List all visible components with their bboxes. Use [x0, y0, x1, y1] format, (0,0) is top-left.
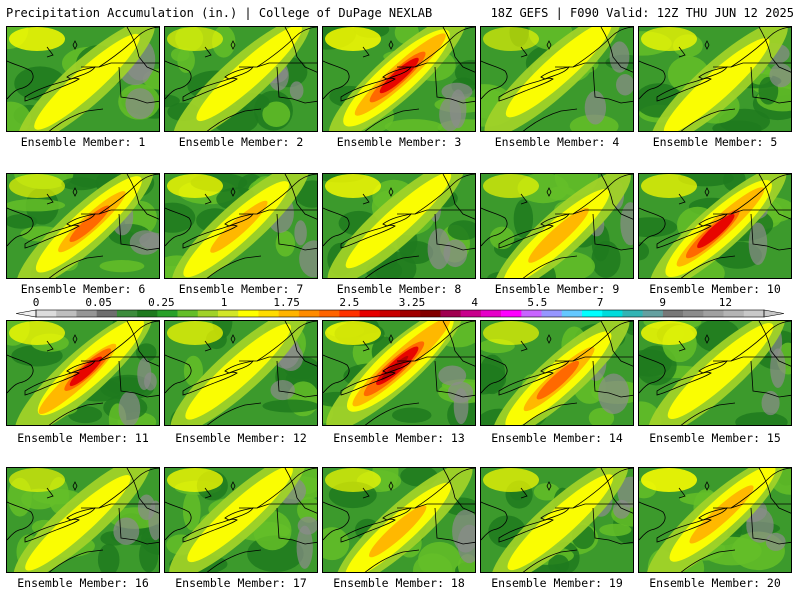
colorbar-tick-label: 1: [221, 296, 228, 309]
colorbar-swatch: [683, 310, 704, 317]
ensemble-member-label: Ensemble Member: 17: [175, 576, 307, 590]
ensemble-member-label: Ensemble Member: 15: [649, 431, 781, 445]
ensemble-member-map: [164, 173, 318, 279]
ensemble-member-map: [322, 467, 476, 573]
colorbar-swatch: [622, 310, 643, 317]
ensemble-member-map: [322, 26, 476, 132]
ensemble-member-map: [322, 173, 476, 279]
colorbar-swatch: [662, 310, 684, 317]
precipitation-colorbar: 0 0.05 0.25 1 1.75 2.5 3.25 4 5.5 7 9 12: [16, 296, 784, 318]
colorbar-swatch: [278, 310, 300, 317]
colorbar-swatch: [319, 310, 340, 317]
colorbar-tick-label: 9: [659, 296, 666, 309]
ensemble-member-map: [638, 320, 792, 426]
colorbar-swatch: [642, 310, 664, 317]
ensemble-member-map: [6, 173, 160, 279]
colorbar-swatch: [258, 310, 279, 317]
colorbar-swatch: [238, 310, 259, 317]
colorbar-swatch: [177, 310, 199, 317]
colorbar-swatch: [723, 310, 745, 317]
colorbar-swatch: [743, 310, 765, 317]
colorbar-swatch: [96, 310, 118, 317]
ensemble-member-label: Ensemble Member: 20: [649, 576, 781, 590]
ensemble-member-map: [480, 320, 634, 426]
ensemble-member-map: [638, 26, 792, 132]
ensemble-member-map: [164, 320, 318, 426]
colorbar-swatch: [157, 310, 178, 317]
colorbar-swatch: [339, 310, 360, 317]
ensemble-member-label: Ensemble Member: 3: [336, 135, 462, 149]
colorbar-swatch: [602, 310, 623, 317]
colorbar-tick-label: 0: [33, 296, 40, 309]
colorbar-tick-label: 2.5: [339, 296, 359, 309]
ensemble-member-map: [638, 467, 792, 573]
colorbar-swatch: [541, 310, 563, 317]
colorbar-swatch: [420, 310, 441, 317]
model-run-info: 18Z GEFS | F090 Valid: 12Z THU JUN 12 20…: [490, 6, 794, 20]
colorbar-left-arrow: [16, 309, 37, 318]
ensemble-member-label: Ensemble Member: 6: [20, 282, 146, 296]
ensemble-member-label: Ensemble Member: 12: [175, 431, 307, 445]
colorbar-swatch: [440, 310, 461, 317]
ensemble-member-map: [322, 320, 476, 426]
ensemble-member-map: [480, 467, 634, 573]
colorbar-tick-label: 4: [471, 296, 478, 309]
ensemble-member-map: [6, 467, 160, 573]
ensemble-member-map: [164, 467, 318, 573]
colorbar-swatch: [56, 310, 77, 317]
ensemble-member-label: Ensemble Member: 8: [336, 282, 462, 296]
ensemble-member-label: Ensemble Member: 9: [494, 282, 620, 296]
ensemble-member-map: [638, 173, 792, 279]
colorbar-swatch: [137, 310, 158, 317]
ensemble-member-label: Ensemble Member: 16: [17, 576, 149, 590]
ensemble-member-label: Ensemble Member: 10: [649, 282, 781, 296]
colorbar-swatch: [218, 310, 239, 317]
colorbar-right-arrow: [763, 309, 784, 318]
ensemble-member-map: [480, 173, 634, 279]
colorbar-tick-label: 12: [719, 296, 732, 309]
ensemble-member-label: Ensemble Member: 18: [333, 576, 465, 590]
ensemble-member-map: [6, 26, 160, 132]
colorbar-swatch: [460, 310, 482, 317]
ensemble-member-label: Ensemble Member: 7: [178, 282, 304, 296]
colorbar-swatch: [36, 310, 57, 317]
ensemble-member-label: Ensemble Member: 11: [17, 431, 149, 445]
ensemble-member-label: Ensemble Member: 19: [491, 576, 623, 590]
ensemble-member-map: [6, 320, 160, 426]
ensemble-member-map: [480, 26, 634, 132]
colorbar-swatch: [116, 310, 138, 317]
colorbar-tick-label: 1.75: [273, 296, 300, 309]
ensemble-member-map: [164, 26, 318, 132]
colorbar-swatch: [501, 310, 522, 317]
colorbar-tick-label: 0.25: [148, 296, 175, 309]
colorbar-tick-label: 7: [597, 296, 604, 309]
colorbar-swatch: [359, 310, 381, 317]
colorbar-tick-label: 3.25: [399, 296, 426, 309]
colorbar-tick-label: 5.5: [527, 296, 547, 309]
colorbar-swatch: [76, 310, 97, 317]
ensemble-member-label: Ensemble Member: 1: [20, 135, 146, 149]
colorbar-swatch: [379, 310, 401, 317]
ensemble-member-label: Ensemble Member: 5: [652, 135, 778, 149]
colorbar-swatch: [703, 310, 724, 317]
ensemble-member-label: Ensemble Member: 14: [491, 431, 623, 445]
colorbar-swatch: [561, 310, 583, 317]
colorbar-tick-label: 0.05: [85, 296, 112, 309]
chart-title: Precipitation Accumulation (in.) | Colle…: [6, 6, 433, 20]
colorbar-swatch: [197, 310, 219, 317]
ensemble-member-label: Ensemble Member: 2: [178, 135, 304, 149]
ensemble-member-label: Ensemble Member: 13: [333, 431, 465, 445]
colorbar-swatch: [298, 310, 320, 317]
colorbar-swatch: [582, 310, 603, 317]
colorbar-swatch: [521, 310, 542, 317]
colorbar-swatch: [400, 310, 421, 317]
ensemble-member-label: Ensemble Member: 4: [494, 135, 620, 149]
colorbar-swatch: [480, 310, 502, 317]
